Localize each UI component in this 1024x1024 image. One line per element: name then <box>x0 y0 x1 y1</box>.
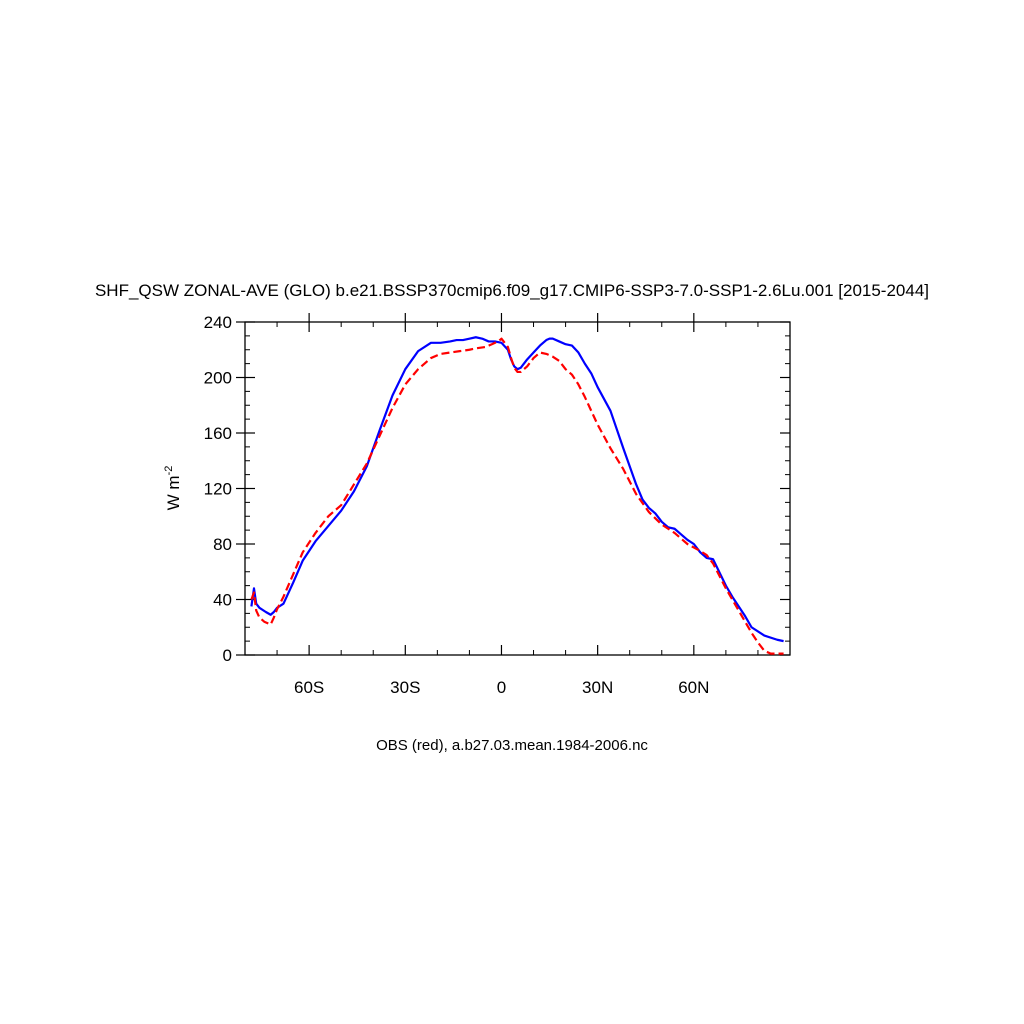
y-tick-label: 200 <box>204 369 232 388</box>
minor-ticks <box>244 322 790 655</box>
x-tick-label: 60N <box>678 678 709 697</box>
y-tick-label: 40 <box>213 591 232 610</box>
x-tick-label: 30N <box>582 678 613 697</box>
y-axis: 0 40 80 120 160 200 240 <box>204 313 790 665</box>
model-series-line <box>250 336 784 643</box>
x-tick-label: 30S <box>390 678 420 697</box>
x-tick-label: 0 <box>497 678 506 697</box>
y-axis-label-base: W m <box>164 475 183 510</box>
y-tick-label: 120 <box>204 480 232 499</box>
obs-series-line <box>250 337 784 655</box>
chart-caption: OBS (red), a.b27.03.mean.1984-2006.nc <box>376 737 648 754</box>
x-tick-label: 60S <box>294 678 324 697</box>
series-layer <box>250 336 784 655</box>
y-axis-label: W m-2 <box>163 466 183 511</box>
y-tick-label: 240 <box>204 313 232 332</box>
y-axis-label-exponent: -2 <box>163 466 175 476</box>
chart-title: SHF_QSW ZONAL-AVE (GLO) b.e21.BSSP370cmi… <box>95 281 929 300</box>
y-tick-label: 160 <box>204 424 232 443</box>
y-tick-label: 0 <box>223 646 232 665</box>
y-tick-label: 80 <box>213 535 232 554</box>
x-axis: 60S 30S 0 30N 60N <box>294 313 709 697</box>
